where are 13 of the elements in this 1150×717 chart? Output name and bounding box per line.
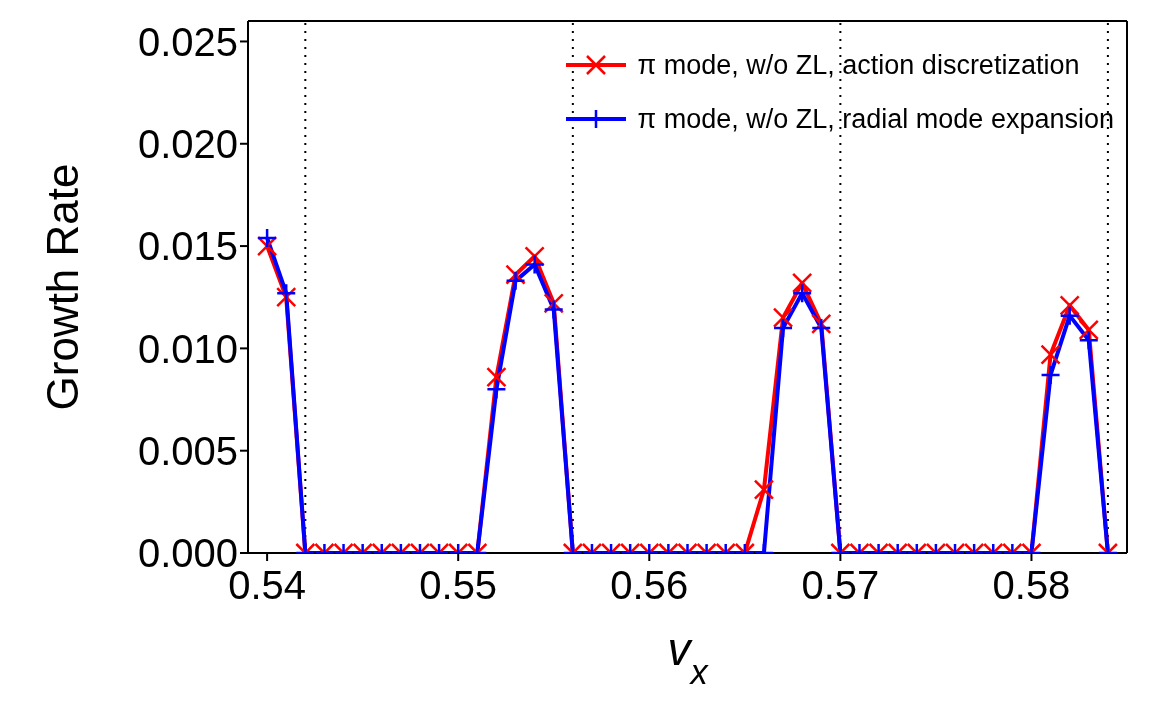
y-tick-label: 0.020 [137,121,238,166]
y-tick-label: 0.025 [137,19,238,64]
x-tick-label: 0.55 [419,563,498,608]
y-tick-label: 0.005 [137,428,238,473]
legend-label: π mode, w/o ZL, radial mode expansion [637,103,1114,136]
x-axis-title: v$_{x}$ [667,623,710,691]
x-tick-label: 0.58 [992,563,1071,608]
x-tick-label: 0.56 [610,563,689,608]
legend-label: π mode, w/o ZL, action discretization [637,49,1080,82]
x-tick-label: 0.57 [801,563,880,608]
y-tick-label: 0.010 [137,326,238,371]
y-axis-title: Growth Rate [37,163,87,411]
y-tick-label: 0.015 [137,224,238,269]
